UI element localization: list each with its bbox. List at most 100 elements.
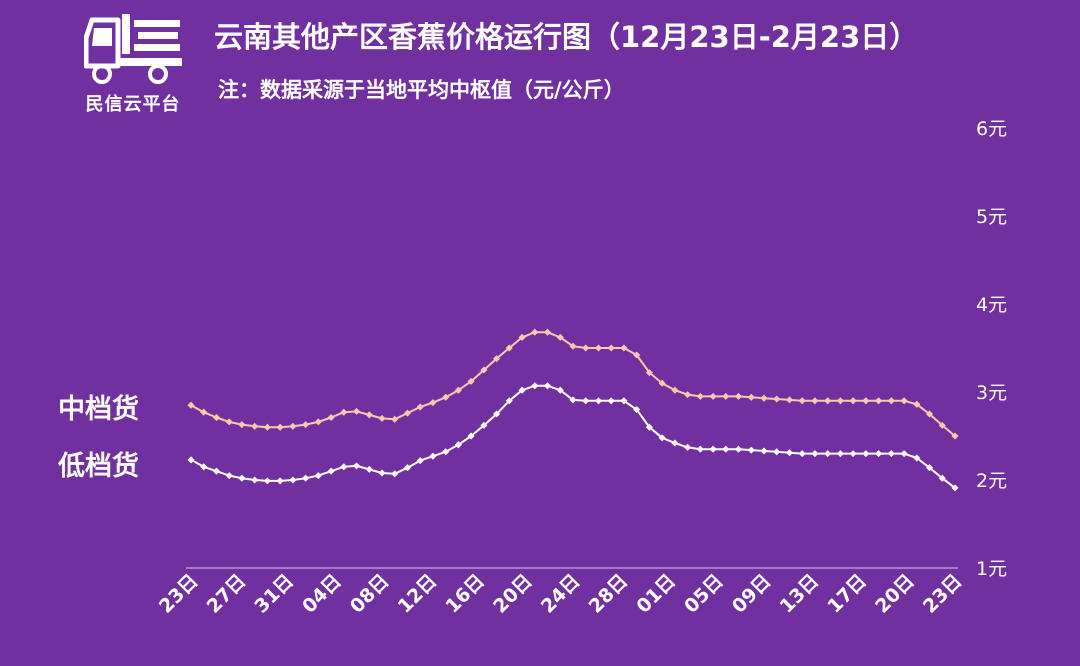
data-point: [480, 421, 488, 429]
data-point: [225, 472, 233, 480]
data-point: [938, 474, 946, 482]
x-tick-label: 28日: [585, 570, 633, 618]
data-point: [734, 445, 743, 453]
data-point: [658, 379, 666, 387]
data-point: [875, 397, 883, 405]
x-tick-label: 27日: [203, 570, 251, 618]
data-point: [327, 413, 335, 422]
data-point: [493, 410, 501, 418]
data-point: [633, 351, 641, 359]
data-point: [798, 450, 806, 458]
y-tick-label: 2元: [976, 470, 1007, 492]
data-point: [684, 391, 692, 399]
data-point: [543, 382, 552, 390]
data-point: [811, 397, 819, 405]
data-point: [773, 395, 781, 403]
data-point: [403, 409, 412, 417]
data-point: [925, 464, 934, 472]
data-point: [429, 452, 437, 460]
x-tick-label: 08日: [346, 570, 394, 618]
data-point: [696, 392, 704, 400]
data-point: [251, 422, 259, 430]
data-point: [709, 445, 717, 453]
data-point: [722, 392, 730, 400]
data-point: [875, 450, 883, 458]
data-point: [187, 456, 195, 464]
data-point: [251, 476, 259, 484]
data-point: [836, 397, 844, 405]
data-point: [747, 446, 755, 454]
data-point: [505, 397, 513, 405]
data-point: [505, 344, 513, 352]
data-point: [900, 397, 908, 405]
data-point: [442, 393, 450, 401]
chart-title: 云南其他产区香蕉价格运行图（12月23日-2月23日）: [214, 20, 919, 54]
y-tick-label: 4元: [976, 294, 1007, 316]
data-point: [633, 406, 641, 414]
data-point: [416, 457, 424, 465]
data-point: [811, 450, 819, 458]
x-tick-label: 05日: [680, 570, 728, 618]
y-tick-label: 3元: [976, 382, 1007, 404]
data-point: [824, 450, 832, 458]
x-tick-label: 24日: [537, 570, 585, 618]
data-point: [671, 439, 679, 447]
data-point: [620, 397, 628, 405]
y-tick-label: 6元: [976, 118, 1007, 140]
data-point: [467, 377, 475, 385]
x-tick-label: 20日: [489, 570, 537, 618]
x-tick-label: 31日: [250, 570, 298, 618]
data-point: [722, 445, 730, 453]
data-point: [429, 399, 437, 407]
data-point: [289, 422, 297, 430]
x-tick-label: 16日: [441, 570, 489, 618]
data-point: [391, 415, 399, 423]
data-point: [594, 344, 603, 352]
data-point: [378, 414, 386, 422]
data-point: [760, 394, 768, 402]
data-point: [556, 386, 564, 394]
data-point: [887, 397, 895, 405]
data-point: [684, 443, 692, 451]
data-point: [849, 450, 857, 458]
data-point: [467, 432, 475, 440]
x-tick-label: 04日: [298, 570, 346, 618]
data-point: [518, 386, 526, 394]
data-point: [378, 469, 386, 477]
data-point: [849, 397, 857, 405]
data-point: [658, 434, 666, 442]
data-point: [263, 423, 271, 431]
data-point: [951, 432, 959, 440]
x-tick-label: 09日: [728, 570, 776, 618]
data-point: [276, 477, 284, 485]
data-point: [607, 397, 615, 405]
data-point: [773, 448, 781, 456]
data-point: [365, 465, 373, 473]
data-point: [709, 392, 717, 400]
data-point: [582, 397, 590, 405]
data-point: [696, 445, 704, 453]
data-point: [620, 344, 628, 352]
data-point: [480, 366, 488, 374]
data-point: [454, 441, 462, 449]
x-tick-label: 13日: [776, 570, 824, 618]
data-point: [925, 410, 934, 418]
logo: 民信云平台: [78, 10, 188, 115]
data-point: [543, 328, 552, 336]
chart-subtitle: 注：数据采源于当地平均中枢值（元/公斤）: [218, 78, 625, 102]
data-point: [340, 463, 348, 471]
truck-logo-icon: [84, 14, 182, 84]
data-point: [352, 462, 361, 470]
data-point: [798, 397, 806, 405]
y-tick-label: 5元: [976, 206, 1007, 228]
data-point: [734, 392, 743, 400]
data-point: [785, 396, 794, 404]
series-label: 低档货: [57, 450, 139, 482]
x-tick-label: 17日: [823, 570, 871, 618]
data-point: [263, 477, 271, 485]
data-point: [212, 413, 221, 422]
x-tick-label: 01日: [632, 570, 680, 618]
data-point: [824, 397, 832, 405]
x-tick-label: 12日: [394, 570, 442, 618]
